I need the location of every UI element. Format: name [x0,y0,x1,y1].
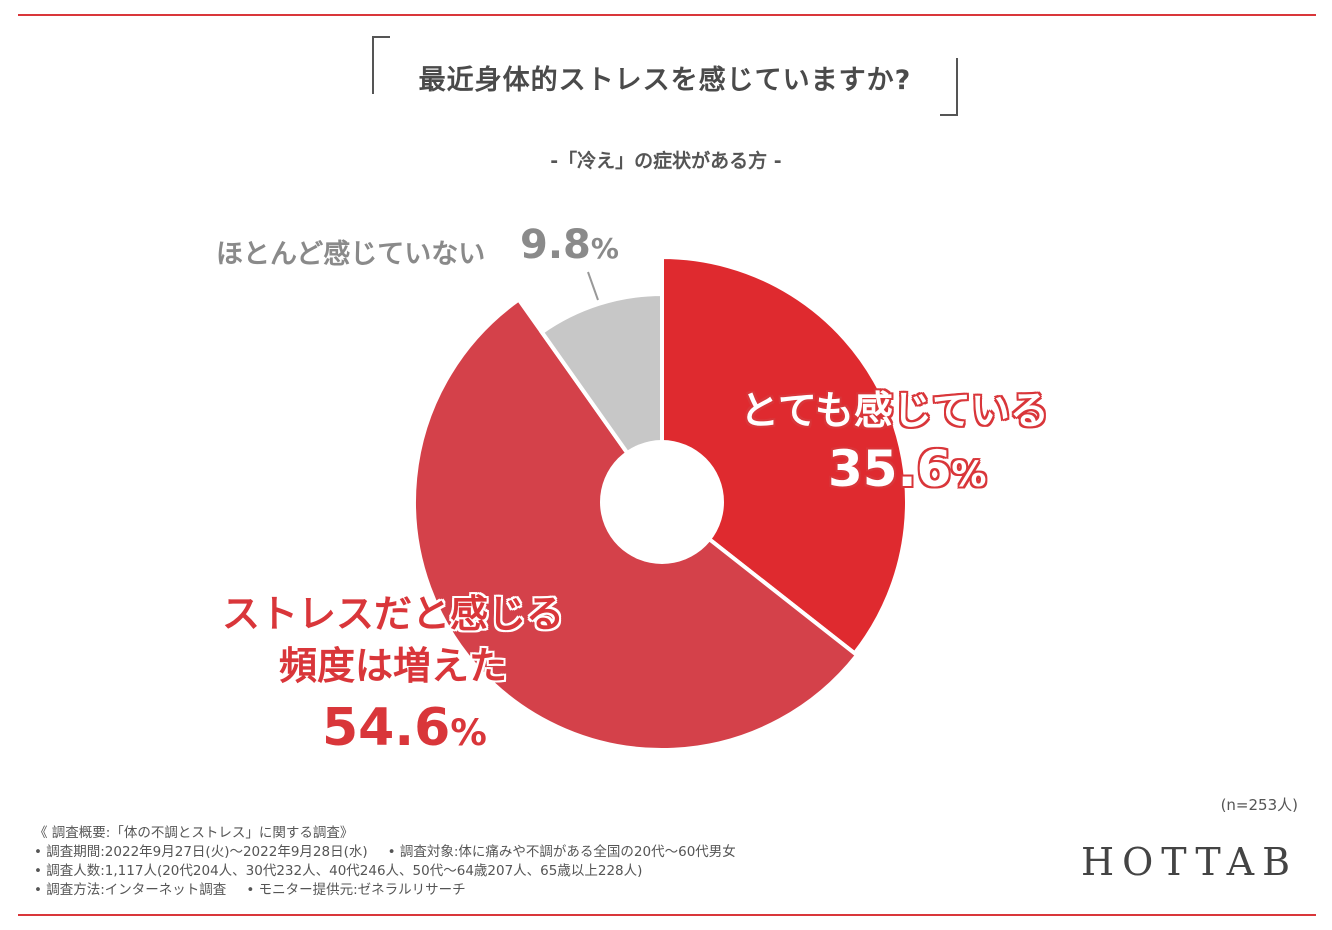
slice-2-value: 54.6% [322,698,487,758]
slice-1 [660,254,909,657]
slice-1-value: 35.6% [828,440,987,498]
chart-subtitle: -「冷え」の症状がある方 - [550,150,782,172]
title-bracket-right [940,58,958,116]
notes-line-4: • 調査方法:インターネット調査 • モニター提供元:ゼネラルリサーチ [34,882,466,898]
top-rule [18,14,1316,16]
title-bracket-left [372,36,390,94]
slice-2-label: ストレスだと感じる 頻度は増えた [222,592,565,688]
donut-hole [600,440,724,564]
notes-line-1: 《 調査概要:「体の不調とストレス」に関する調査》 [34,825,354,841]
leader-line [587,271,599,301]
notes-line-3: • 調査人数:1,117人(20代204人、30代232人、40代246人、50… [34,863,643,879]
sample-size: (n=253人) [1220,796,1298,814]
brand-logo: HOTTAB [1081,840,1298,884]
slice-1-label: とても感じている [740,389,1049,434]
slice-3-value: 9.8% [520,222,619,268]
chart-title: 最近身体的ストレスを感じていますか? [418,65,912,96]
slice-3-label: ほとんど感じていない [216,239,486,270]
bottom-rule [18,914,1316,916]
notes-line-2: • 調査期間:2022年9月27日(火)〜2022年9月28日(水) • 調査対象… [34,844,736,860]
title-frame: 最近身体的ストレスを感じていますか? [372,36,958,116]
survey-notes: 《 調査概要:「体の不調とストレス」に関する調査》 • 調査期間:2022年9月… [34,824,736,900]
